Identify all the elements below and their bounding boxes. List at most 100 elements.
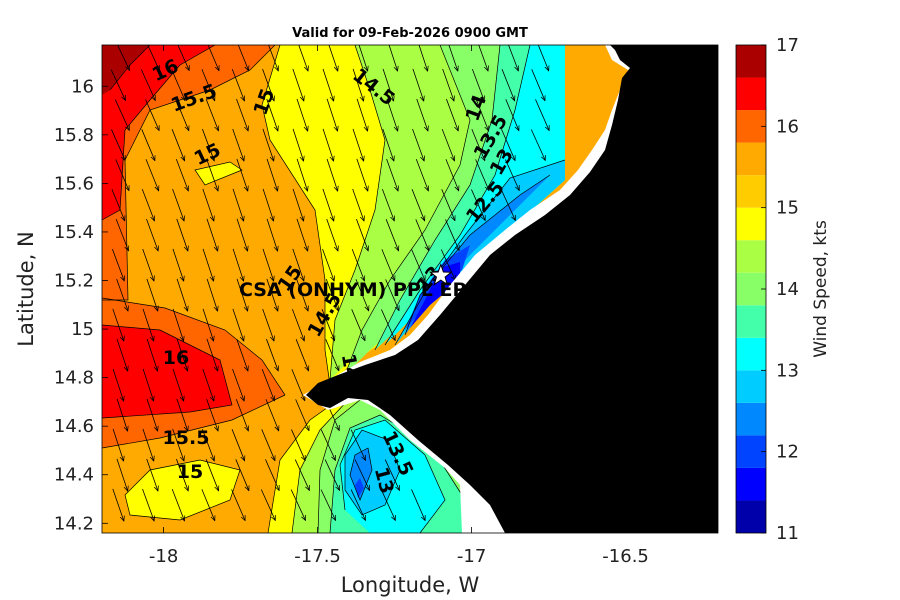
wind-vector [381,249,395,280]
wind-vector [321,309,335,341]
wind-vector [145,159,159,191]
wind-vector [530,129,545,161]
wind-vector [505,99,519,130]
y-tick-label: 15.4 [54,222,94,243]
wind-vector [176,398,188,431]
band-13-13.5-north [385,45,565,345]
wind-vector [175,158,188,191]
y-tick-label: 15.2 [54,271,94,292]
band-15.5-16-north [102,45,275,300]
wind-vector [146,398,158,431]
wind-vector [325,278,338,311]
wind-vector [232,308,244,341]
wind-vector [471,189,485,220]
y-tick-label: 15 [71,319,94,340]
colorbar-segment [736,370,766,403]
wind-vector [296,158,308,191]
wind-vector [117,45,129,71]
wind-vector [505,159,519,190]
wind-vector [262,188,274,221]
wind-vector [207,45,219,70]
wind-vector [206,278,218,311]
wind-vector [202,188,214,221]
y-tick-label: 14.8 [54,368,94,389]
wind-vector [202,248,214,281]
wind-vector [381,309,395,340]
wind-vector [111,189,125,220]
wind-vector [294,459,309,491]
colorbar-tick-label: 14 [776,279,799,300]
wind-vector [384,459,399,491]
wind-vector [322,68,334,101]
wind-vector [445,219,460,250]
wind-vector [262,128,274,161]
wind-vector [268,45,278,71]
contour-lines [102,45,566,533]
wind-vector [411,489,426,520]
wind-vectors [110,45,550,521]
wind-vector [175,99,189,130]
colorbar: 17 16 15 14 13 12 11 [735,35,799,544]
wind-vector [290,489,305,521]
band-16-16.5-north [102,45,215,220]
wind-vector [266,98,278,131]
wind-vector [201,489,215,520]
wind-vector [142,488,155,521]
wind-vector [232,188,244,221]
colorbar-tick-label: 13 [776,360,799,381]
band-11-11.5-north [410,262,460,328]
wind-vector [296,218,308,251]
wind-vector [201,69,215,100]
contour-label: 16 [163,347,189,369]
wind-vector [262,68,275,101]
wind-vector [112,308,124,341]
wind-vector [236,98,248,131]
wind-vector [112,248,124,281]
y-tick-label: 15.6 [54,173,94,194]
colorbar-tick-label: 16 [776,116,799,137]
wind-vector [388,45,398,71]
wind-vector [356,98,368,131]
wind-vector [535,99,550,130]
wind-vector [235,398,248,431]
colorbar-segment [736,402,766,436]
wind-vector [326,218,338,251]
wind-vector [441,189,455,220]
wind-vector [172,188,185,221]
wind-vector [172,368,184,401]
wind-vector [296,98,308,131]
wind-vector [295,339,308,371]
wind-vector [115,219,128,251]
wind-vector [328,45,338,71]
wind-vector [206,218,218,251]
wind-vector [146,278,158,311]
wind-vector [478,45,488,71]
wind-vector [112,488,124,521]
site-label: CSA (ONHYM) PPL EP [239,279,466,301]
wind-vector [172,248,184,281]
wind-vector [266,158,278,191]
contour-label: 14 [337,352,363,382]
y-tick-label: 14.6 [54,416,94,437]
wind-vector [326,158,338,191]
wind-vector [176,338,188,371]
wind-vector [231,429,245,461]
wind-vector [261,368,274,401]
wind-vector [446,98,458,131]
wind-vector [172,428,184,461]
wind-vector [501,129,516,160]
wind-vector [500,189,515,221]
wind-vector [262,248,274,281]
colorbar-label: Wind Speed, kts [811,220,831,358]
colorbar-segment [736,467,766,501]
wind-vector [292,68,304,101]
wind-vector [322,248,335,281]
wind-vector [231,68,244,101]
wind-vector [440,249,455,281]
wind-vector [236,338,248,371]
colorbar-segment [736,305,766,338]
wind-vector [380,489,395,521]
band-15-15.5-island [195,162,242,185]
wind-vector [508,45,518,71]
wind-vector [291,429,305,460]
